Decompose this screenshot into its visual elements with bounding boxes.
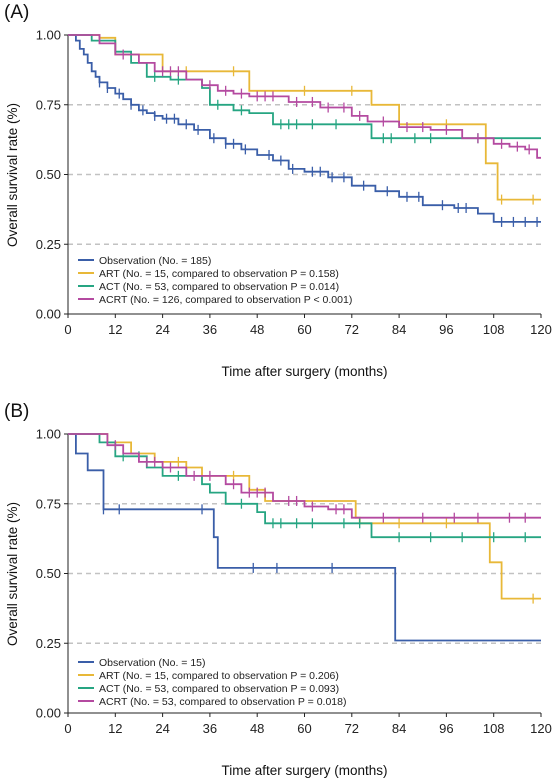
- legend-label: ACT (No. = 53, compared to observation P…: [99, 281, 339, 293]
- x-tick-label: 48: [250, 322, 264, 337]
- km-curve-2: [68, 433, 541, 539]
- x-tick-label: 120: [530, 322, 552, 337]
- x-tick-label: 72: [345, 721, 359, 736]
- y-tick-label: 0.00: [36, 307, 61, 322]
- legend-label: ACT (No. = 53, compared to observation P…: [99, 683, 339, 695]
- panel-b: (B) 0.00 0.25 0.50 0.75 1.00 0 12 24 36 48 60 72 84 96…: [4, 401, 552, 778]
- panel-label: (B): [4, 401, 29, 422]
- x-axis-title: Time after surgery (months): [221, 364, 387, 379]
- x-tick-label: 84: [392, 721, 406, 736]
- x-tick-label: 0: [64, 322, 71, 337]
- x-tick-label: 84: [392, 322, 406, 337]
- y-tick-label: 0.75: [36, 97, 61, 112]
- x-tick-label: 120: [530, 721, 552, 736]
- x-tick-label: 108: [483, 721, 505, 736]
- y-tick-label: 0.00: [36, 706, 61, 721]
- x-tick-label: 60: [297, 322, 311, 337]
- km-curve-3: [68, 34, 541, 159]
- x-tick-label: 12: [108, 322, 122, 337]
- panel-a: (A) 0.00 0.25 0.50 0.75 1.00 0 12 24 36 48 60 72 84 96…: [4, 2, 552, 379]
- x-axis-title: Time after surgery (months): [221, 763, 387, 778]
- km-curve-0: [68, 433, 541, 642]
- legend-label: ACRT (No. = 53, compared to observation …: [99, 696, 346, 708]
- y-tick-label: 0.50: [36, 566, 61, 581]
- y-tick-label: 0.25: [36, 237, 61, 252]
- legend-label: ACRT (No. = 126, compared to observation…: [99, 294, 352, 306]
- y-axis-title: Overall survival rate (%): [5, 502, 20, 646]
- km-curve-3: [68, 433, 541, 519]
- y-tick-label: 0.50: [36, 167, 61, 182]
- x-tick-label: 72: [345, 322, 359, 337]
- legend-label: ART (No. = 15, compared to observation P…: [99, 268, 339, 280]
- x-tick-label: 60: [297, 721, 311, 736]
- y-tick-label: 0.75: [36, 496, 61, 511]
- x-tick-label: 96: [439, 721, 453, 736]
- x-tick-label: 96: [439, 322, 453, 337]
- legend-label: Observation (No. = 185): [99, 255, 211, 267]
- panel-label: (A): [4, 2, 29, 23]
- x-tick-label: 108: [483, 322, 505, 337]
- legend-label: Observation (No. = 15): [99, 657, 206, 669]
- y-tick-label: 1.00: [36, 427, 61, 442]
- y-axis-title: Overall survival rate (%): [5, 103, 20, 247]
- legend-label: ART (No. = 15, compared to observation P…: [99, 670, 339, 682]
- y-tick-label: 0.25: [36, 636, 61, 651]
- x-tick-label: 24: [155, 322, 169, 337]
- x-tick-label: 0: [64, 721, 71, 736]
- x-tick-label: 36: [203, 721, 217, 736]
- x-tick-label: 36: [203, 322, 217, 337]
- y-tick-label: 1.00: [36, 28, 61, 43]
- x-tick-label: 12: [108, 721, 122, 736]
- x-tick-label: 48: [250, 721, 264, 736]
- x-tick-label: 24: [155, 721, 169, 736]
